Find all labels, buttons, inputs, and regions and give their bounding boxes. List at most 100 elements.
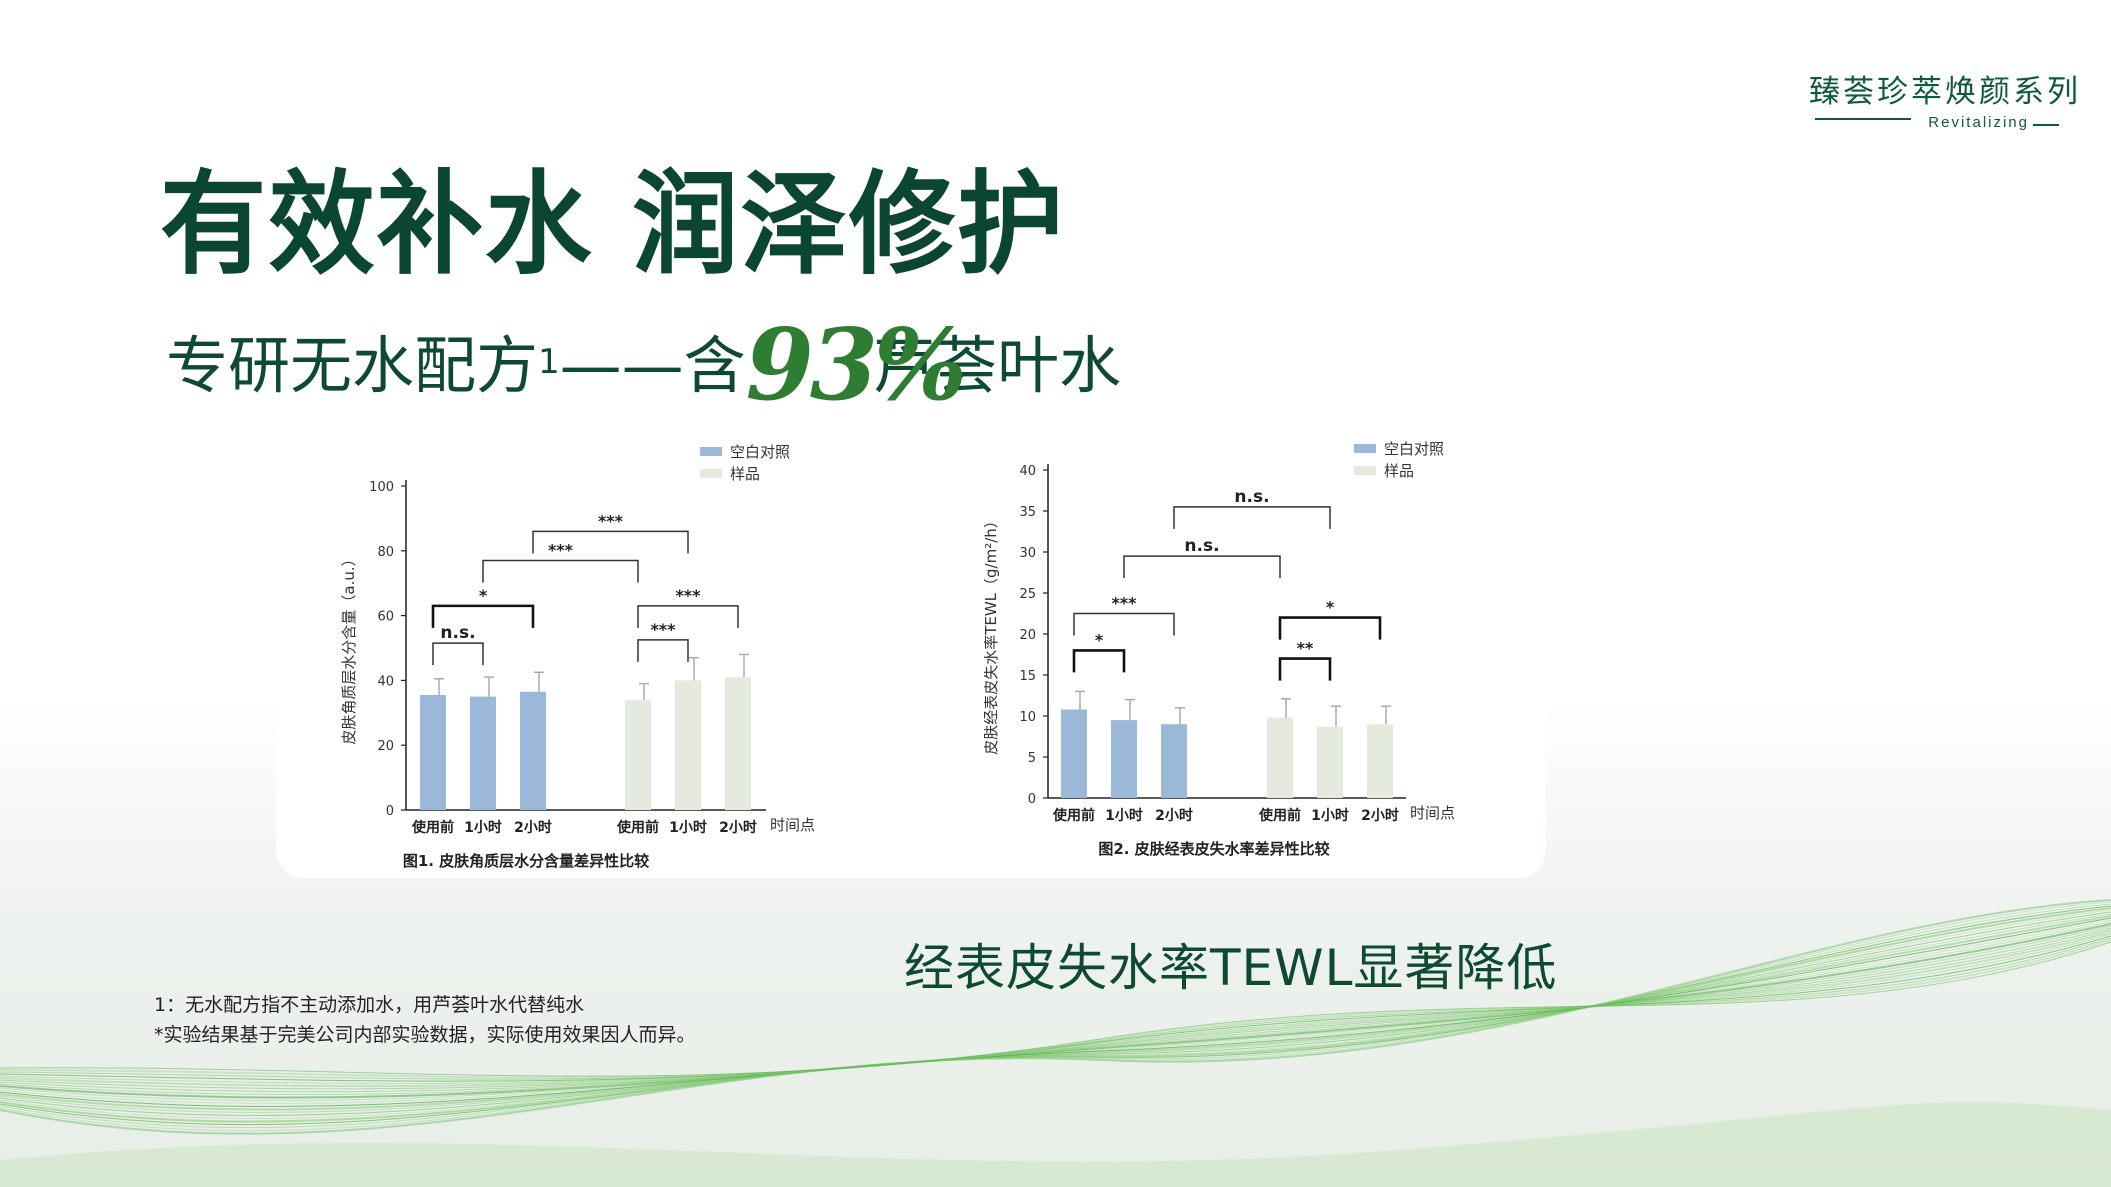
significance-label: ***	[548, 541, 574, 560]
y-tick-label: 60	[377, 610, 394, 625]
significance-label: **	[1297, 639, 1314, 658]
significance-label: *	[479, 586, 488, 605]
y-tick-label: 35	[1019, 505, 1036, 520]
x-tick-label: 2小时	[1361, 807, 1399, 824]
significance-bracket	[637, 605, 739, 628]
y-tick-label: 10	[1019, 710, 1036, 725]
wave-line	[0, 909, 2111, 1119]
significance-label: ***	[598, 511, 624, 530]
subtitle-suffix: 芦荟叶水	[873, 329, 1122, 402]
wave-line	[0, 933, 2111, 1084]
subtitle-dash: ——含	[559, 329, 746, 402]
y-tick-label: 20	[1019, 628, 1036, 643]
y-tick-label: 5	[1028, 751, 1036, 766]
chart-tewl: 0 5 10 15 20 25 30 35 40 皮肤经表皮失水率TEWL（g/m²/h） 使用前 1…	[984, 440, 1455, 858]
y-tick-label: 0	[1028, 792, 1036, 807]
wave-line	[0, 915, 2111, 1111]
wave-line	[0, 923, 2111, 1099]
brand-name-cn: 臻荟珍萃焕颜系列	[1809, 74, 2081, 110]
significance-label: *	[1095, 630, 1104, 649]
wave-line	[0, 899, 2111, 1135]
x-tick-label: 2小时	[1155, 807, 1193, 824]
significance-label: ***	[1111, 594, 1137, 613]
chart-caption: 图1. 皮肤角质层水分含量差异性比较	[403, 852, 649, 870]
wave-line	[0, 917, 2111, 1107]
y-axis-label: 皮肤角质层水分含量（a.u.）	[340, 551, 358, 744]
significance-bracket	[482, 559, 639, 583]
wave-line	[0, 935, 2111, 1082]
footnote-1: 1：无水配方指不主动添加水，用芦荟叶水代替纯水	[154, 994, 585, 1016]
significance-bracket	[431, 604, 535, 628]
y-tick-label: 80	[377, 545, 394, 560]
legend-label: 样品	[730, 465, 760, 483]
footnote-2: *实验结果基于完美公司内部实验数据，实际使用效果因人而异。	[154, 1024, 696, 1046]
y-tick-label: 20	[377, 739, 394, 754]
chart-caption: 图2. 皮肤经表皮失水率差异性比较	[1098, 840, 1329, 858]
wave-line	[0, 939, 2111, 1079]
bar-sample	[1367, 724, 1393, 798]
wave-line	[0, 941, 2111, 1077]
tewl-claim: 经表皮失水率TEWL显著降低	[904, 939, 1558, 997]
y-tick-label: 40	[1019, 464, 1036, 479]
subtitle-prefix: 专研无水配方	[166, 329, 539, 402]
bar-sample	[1267, 717, 1293, 798]
significance-bracket	[532, 530, 689, 554]
significance-bracket	[1123, 555, 1281, 579]
footnote-ref: 1	[538, 342, 560, 382]
bar-sample	[625, 699, 651, 810]
legend-swatch	[700, 469, 722, 478]
brand-name-en: Revitalizing	[1928, 114, 2029, 131]
significance-bracket	[432, 642, 484, 666]
page-subtitle: 专研无水配方1——含93%芦荟叶水	[166, 308, 1122, 423]
bar-control	[520, 691, 546, 810]
legend-swatch	[1354, 466, 1376, 475]
bar-sample	[1317, 726, 1343, 798]
x-tick-label: 使用前	[1052, 807, 1095, 824]
bar-control	[470, 696, 496, 810]
x-tick-label: 使用前	[616, 819, 659, 836]
wave-line	[0, 911, 2111, 1116]
legend-swatch	[1354, 444, 1376, 453]
bar-control	[1161, 724, 1187, 798]
y-tick-label: 40	[377, 674, 394, 689]
significance-label: ***	[675, 586, 701, 605]
y-tick-label: 15	[1019, 669, 1036, 684]
significance-label: ***	[650, 620, 676, 639]
footnotes: 1：无水配方指不主动添加水，用芦荟叶水代替纯水 *实验结果基于完美公司内部实验数…	[154, 990, 696, 1050]
wave-line	[0, 937, 2111, 1080]
y-tick-label: 30	[1019, 546, 1036, 561]
x-tick-label: 1小时	[1105, 807, 1143, 824]
bar-control	[1061, 709, 1087, 798]
significance-bracket	[1073, 612, 1175, 636]
y-tick-label: 100	[369, 480, 394, 495]
bar-control	[1111, 720, 1137, 798]
wave-line	[0, 907, 2111, 1123]
wave-line	[0, 901, 2111, 1132]
legend-label: 空白对照	[1384, 440, 1444, 458]
legend-swatch	[700, 447, 722, 456]
significance-label: n.s.	[1184, 536, 1219, 556]
wave-line	[0, 903, 2111, 1129]
x-tick-label: 1小时	[1311, 807, 1349, 824]
wave-line	[0, 925, 2111, 1096]
wave-line	[0, 929, 2111, 1090]
page-title: 有效补水 润泽修护	[160, 160, 1066, 290]
wave-fill	[0, 1102, 2111, 1187]
significance-bracket	[1173, 506, 1331, 529]
bar-sample	[675, 680, 701, 810]
bar-sample	[725, 677, 751, 810]
x-tick-label: 2小时	[514, 819, 552, 836]
legend-label: 样品	[1384, 462, 1414, 480]
significance-bracket	[637, 639, 689, 662]
legend-label: 空白对照	[730, 443, 790, 461]
significance-bracket	[1072, 649, 1126, 673]
chart-moisture-content: 0 20 40 60 80 100 皮肤角质层水分含量（a.u.） 使用前 1小时 2小时 使用前 1…	[340, 443, 815, 870]
x-tick-label: 2小时	[719, 819, 757, 836]
x-tick-label: 1小时	[464, 819, 502, 836]
wave-line	[0, 931, 2111, 1088]
y-tick-label: 25	[1019, 587, 1036, 602]
significance-bracket	[1278, 616, 1382, 640]
brand-logo: 臻荟珍萃焕颜系列 Revitalizing	[1809, 72, 2081, 131]
percent-highlight: 93%	[745, 308, 967, 423]
significance-label: n.s.	[1234, 487, 1269, 507]
